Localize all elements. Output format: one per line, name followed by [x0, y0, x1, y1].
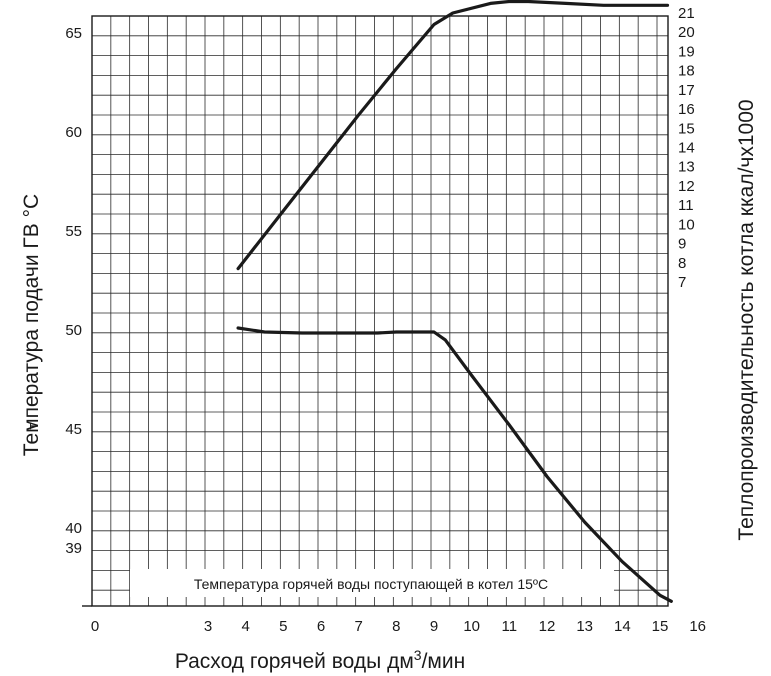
right-axis-label: Теплопроизводительность котла ккал/чх100… [735, 99, 758, 540]
series-lines [236, 0, 673, 603]
y-tick-label: 55 [65, 223, 82, 240]
x-tick-label: 16 [689, 618, 706, 635]
y-tick-label: 45 [65, 421, 82, 438]
x-tick-label: 11 [502, 618, 518, 635]
x-tick-label: 4 [241, 618, 249, 635]
y2-tick-label: 19 [678, 43, 695, 60]
x-tick-label: 9 [430, 618, 438, 635]
x-tick-label: 15 [652, 618, 669, 635]
x-axis-label: Расход горячей воды дм3/мин [175, 647, 465, 673]
y2-tick-label: 12 [678, 178, 695, 195]
y2-tick-label: 13 [678, 159, 695, 176]
x-tick-label: 0 [91, 618, 99, 635]
plot-border [91, 15, 669, 607]
x-tick-label: 6 [317, 618, 325, 635]
y-axis-label-subscript: т [25, 422, 42, 429]
tick-labels: 0 3 4 5 6 7 8 9 10 11 12 13 14 15 16403945505560657891… [65, 5, 706, 635]
series-line-1 [236, 0, 670, 271]
annotation-box [130, 569, 614, 597]
y2-tick-label: 9 [678, 236, 686, 253]
y-tick-label: 39 [65, 540, 82, 557]
x-tick-label: 3 [204, 618, 212, 635]
y2-tick-label: 16 [678, 101, 695, 118]
x-tick-label: 14 [614, 618, 631, 635]
y2-tick-label: 10 [678, 216, 695, 233]
x-tick-label: 8 [392, 618, 400, 635]
y-tick-label: 60 [65, 124, 82, 141]
plot-frame [82, 15, 669, 607]
y2-tick-label: 15 [678, 120, 695, 137]
y-tick-label: 50 [65, 322, 82, 339]
y2-tick-label: 11 [678, 197, 694, 214]
x-tick-label: 13 [576, 618, 593, 635]
y-axis-label: Температура подачи ГВ °С [20, 194, 43, 456]
series-line-2 [236, 326, 673, 603]
x-tick-label: 7 [354, 618, 362, 635]
x-tick-label: 12 [539, 618, 556, 635]
y-tick-label: 65 [65, 25, 82, 42]
y2-tick-label: 8 [678, 255, 686, 272]
y2-tick-label: 7 [678, 274, 686, 291]
x-tick-label: 5 [279, 618, 287, 635]
y2-tick-label: 18 [678, 63, 695, 80]
y-tick-label: 40 [65, 520, 82, 537]
y2-tick-label: 14 [678, 140, 695, 157]
x-tick-label: 10 [463, 618, 480, 635]
y2-tick-label: 21 [678, 5, 695, 22]
y2-tick-label: 17 [678, 82, 695, 99]
x-axis-label-main: Расход горячей воды дм [175, 650, 414, 673]
x-axis-label-superscript: 3 [414, 647, 422, 663]
y2-tick-label: 20 [678, 24, 695, 41]
annotation: Температура горячей воды поступающей в к… [194, 576, 548, 592]
x-axis-label-tail: /мин [422, 650, 466, 673]
